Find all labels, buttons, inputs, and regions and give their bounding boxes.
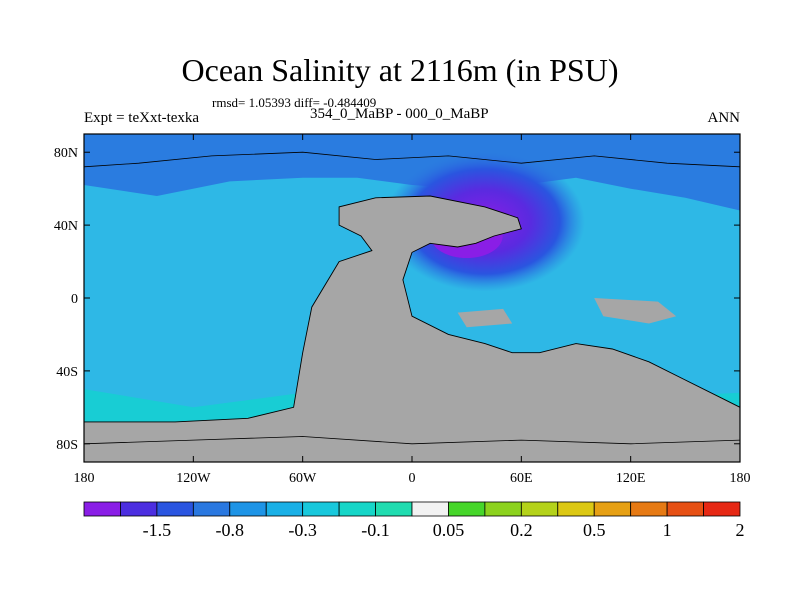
colorbar-swatch	[338, 501, 376, 517]
season-label: ANN	[707, 110, 741, 126]
colorbar-swatch	[448, 501, 486, 517]
colorbar-swatch	[484, 501, 522, 517]
experiment-label: Expt = teXxt-texka	[84, 110, 200, 126]
colorbar-swatch	[265, 501, 304, 517]
chart-title: Ocean Salinity at 2116m (in PSU)	[181, 52, 619, 88]
colorbar-swatch	[557, 501, 595, 517]
land-central-island	[457, 308, 513, 328]
colorbar-label: -1.5	[143, 520, 172, 540]
colorbar-label: -0.1	[361, 520, 390, 540]
colorbar-swatch	[520, 501, 559, 517]
colorbar-label: -0.3	[288, 520, 317, 540]
colorbar-swatch	[156, 501, 194, 517]
colorbar-swatch	[666, 501, 704, 517]
y-tick-label: 80N	[54, 146, 78, 161]
colorbar-swatch	[302, 501, 340, 517]
land-east-block	[594, 298, 677, 324]
coastline	[84, 195, 740, 423]
x-tick-label: 0	[409, 471, 416, 486]
northern-outline	[84, 151, 740, 168]
colorbar-label: 2	[736, 520, 745, 540]
y-tick-label: 40S	[56, 365, 78, 380]
x-tick-label: 60W	[289, 471, 317, 486]
x-tick-label: 120E	[616, 471, 646, 486]
colorbar-swatch	[630, 501, 668, 517]
colorbar-swatch	[593, 501, 632, 517]
southern-outline	[84, 436, 740, 445]
y-tick-label: 40N	[54, 219, 78, 234]
x-tick-label: 60E	[510, 471, 533, 486]
colorbar-label: 0.05	[433, 520, 465, 540]
x-tick-label: 120W	[176, 471, 211, 486]
colorbar-swatch	[120, 501, 158, 517]
colorbar-swatch	[703, 501, 741, 517]
chart-subtitle: 354_0_MaBP - 000_0_MaBP	[310, 106, 489, 122]
x-tick-label: 180	[74, 471, 95, 486]
colorbar-swatch	[192, 501, 231, 517]
colorbar-swatch	[229, 501, 267, 517]
colorbar-label: -0.8	[216, 520, 245, 540]
colorbar-label: 0.2	[510, 520, 533, 540]
land-supercontinent	[84, 196, 740, 462]
colorbar-label: 1	[663, 520, 672, 540]
x-tick-label: 180	[730, 471, 751, 486]
arctic-field	[84, 134, 740, 211]
colorbar-swatch	[83, 501, 121, 517]
colorbar-swatch	[411, 501, 449, 517]
y-tick-label: 80S	[56, 438, 78, 453]
stats-label: rmsd= 1.05393 diff= -0.484409	[212, 95, 377, 110]
y-tick-label: 0	[71, 292, 78, 307]
colorbar-swatch	[375, 501, 413, 517]
colorbar-label: 0.5	[583, 520, 606, 540]
